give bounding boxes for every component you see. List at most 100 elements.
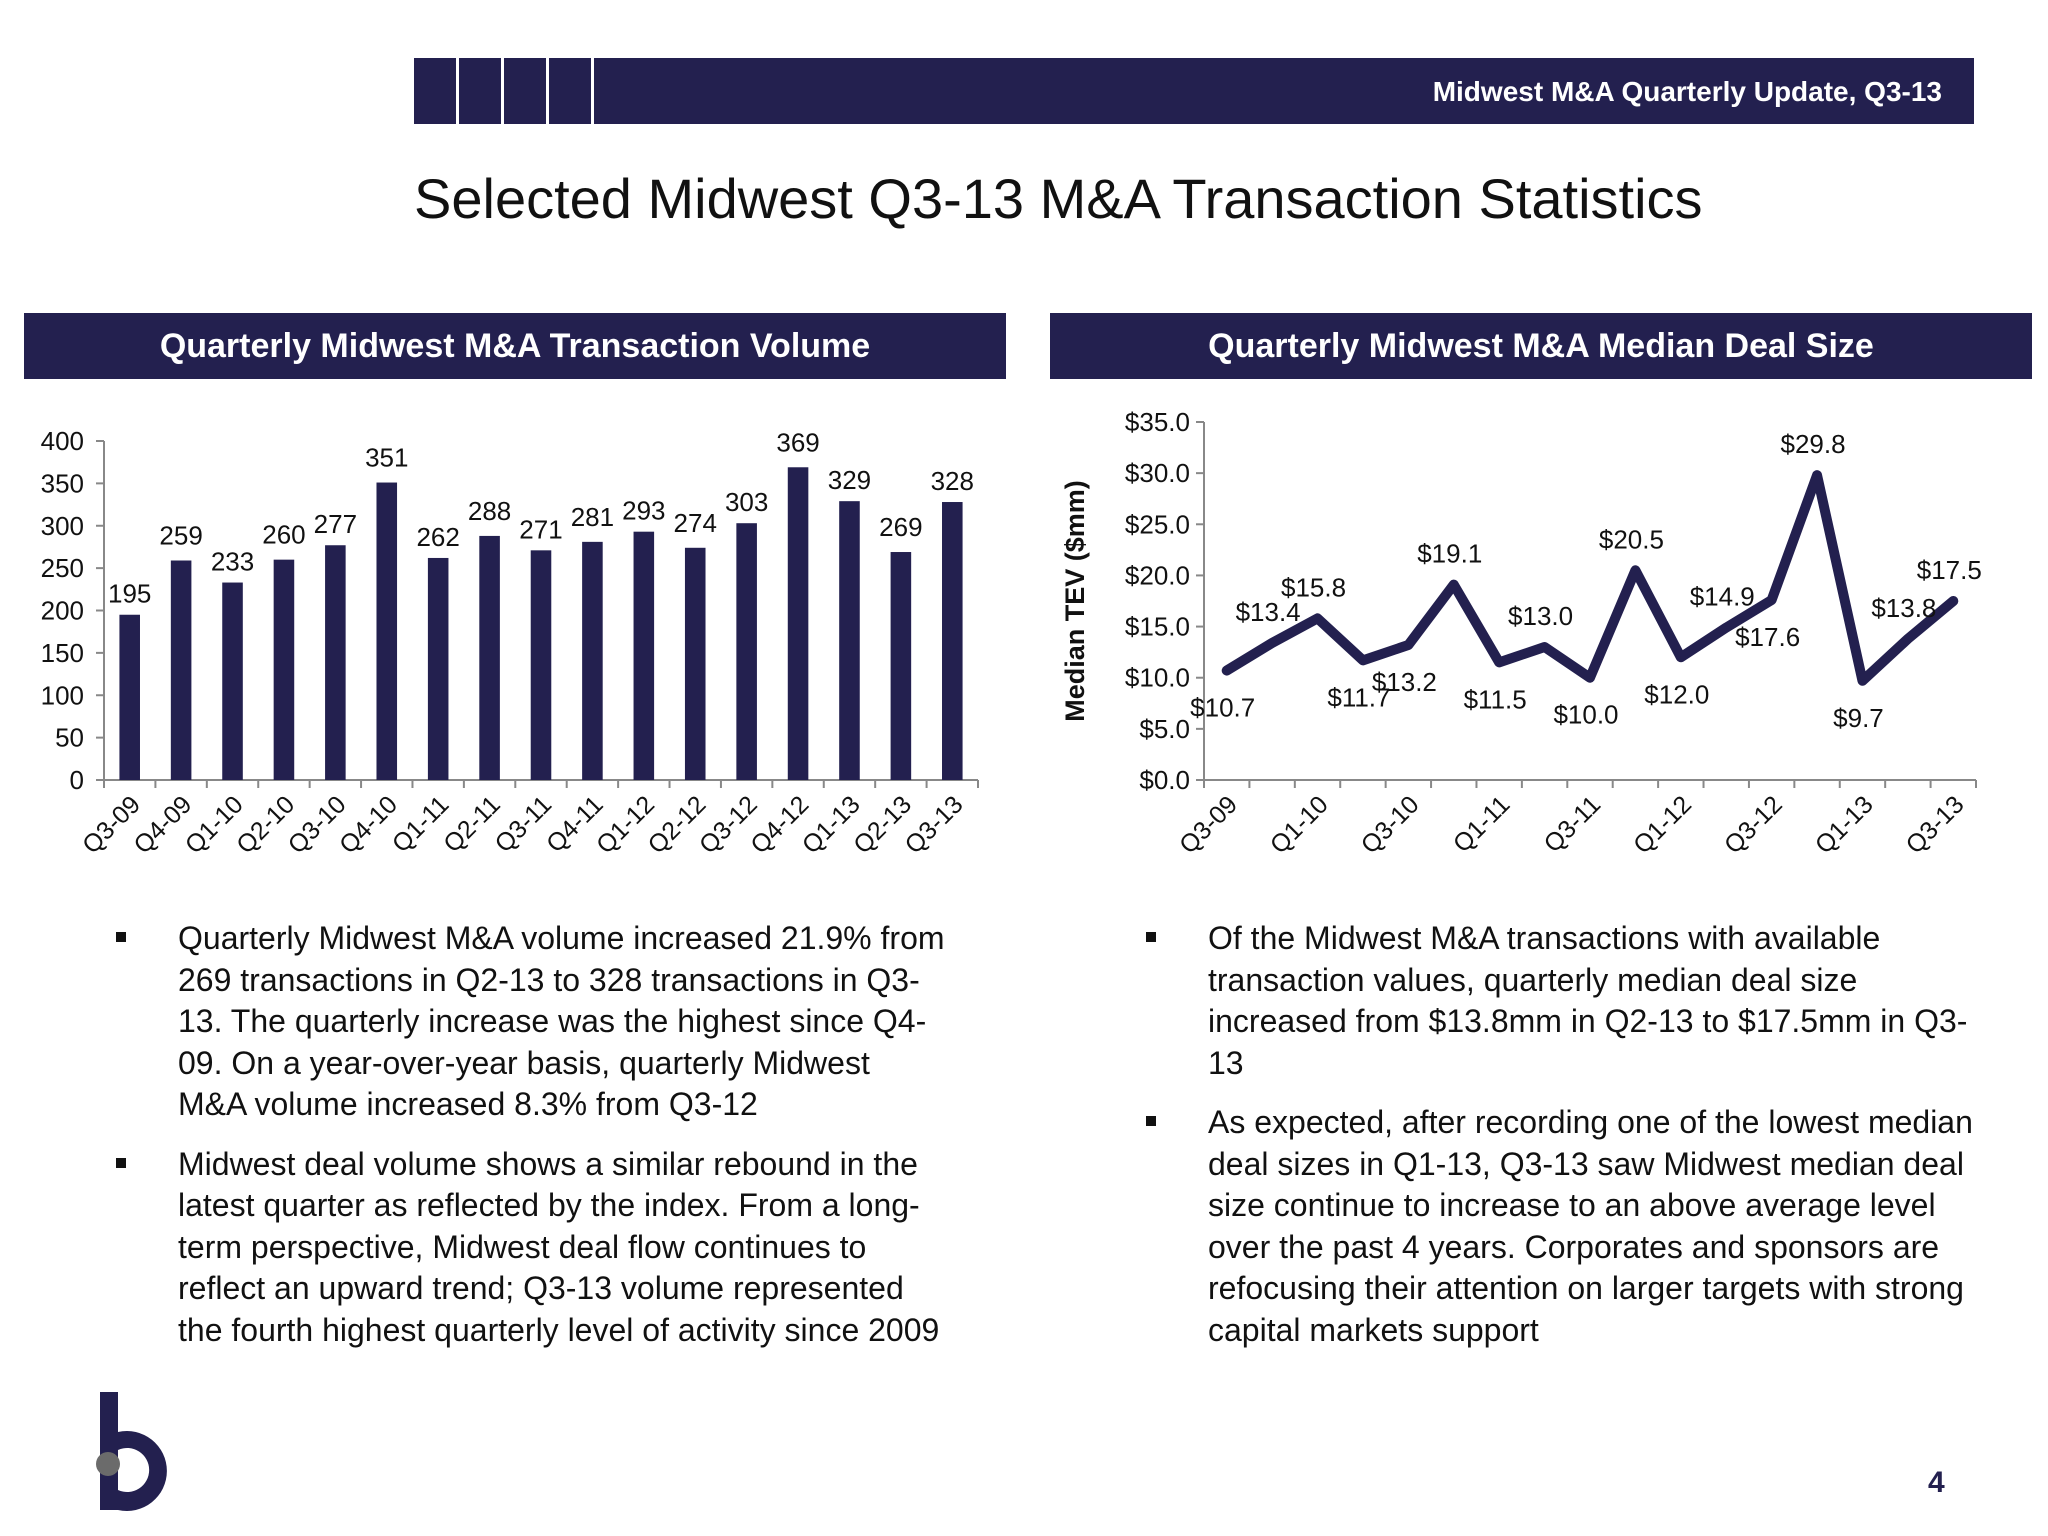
y-tick-label: 400: [41, 426, 84, 456]
x-tick-label: Q2-10: [231, 790, 300, 859]
data-point: [1861, 679, 1864, 682]
data-label: $17.5: [1917, 555, 1982, 585]
data-label: 351: [365, 443, 408, 473]
data-point: [1271, 641, 1274, 644]
x-tick-label: Q3-09: [77, 790, 146, 859]
y-tick-label: $20.0: [1125, 560, 1190, 590]
y-axis-label: Median TEV ($mm): [1060, 480, 1090, 722]
header-bar: Midwest M&A Quarterly Update, Q3-13: [414, 58, 1974, 124]
y-tick-label: 200: [41, 596, 84, 626]
data-label: 233: [211, 547, 254, 577]
bullet-item: Midwest deal volume shows a similar rebo…: [116, 1144, 946, 1352]
x-tick-label: Q2-13: [848, 790, 917, 859]
data-label: 281: [571, 502, 614, 532]
bar: [787, 467, 809, 780]
bar: [273, 559, 295, 780]
data-label: $13.0: [1508, 601, 1573, 631]
bullet-text: Midwest deal volume shows a similar rebo…: [178, 1145, 940, 1348]
y-tick-label: $10.0: [1125, 663, 1190, 693]
data-label: $14.9: [1690, 582, 1755, 612]
bullet-text: Of the Midwest M&A transactions with ava…: [1208, 920, 1968, 1081]
x-tick-label: Q2-11: [438, 790, 506, 858]
bar: [942, 502, 963, 780]
data-label: 277: [314, 509, 357, 539]
deal-size-commentary: Of the Midwest M&A transactions with ava…: [1146, 918, 1986, 1369]
y-tick-label: $15.0: [1125, 612, 1190, 642]
data-label: 271: [519, 514, 562, 544]
x-tick-label: Q1-11: [1448, 790, 1516, 858]
y-tick-label: 300: [41, 511, 84, 541]
x-tick-label: Q1-13: [797, 790, 866, 859]
y-tick-label: $30.0: [1125, 458, 1190, 488]
y-tick-label: $25.0: [1125, 509, 1190, 539]
header-divider: [501, 58, 504, 124]
deal-size-line-chart: $0.0 $5.0 $10.0 $15.0 $20.0 $25.0 $30.0 $35.0 Me…: [1060, 407, 1982, 859]
y-tick-label: 50: [55, 723, 84, 753]
bullet-item: Of the Midwest M&A transactions with ava…: [1146, 918, 1986, 1084]
data-label: $29.8: [1781, 429, 1846, 459]
data-point: [1407, 643, 1410, 646]
data-label: 328: [931, 466, 974, 496]
data-label: 288: [468, 496, 511, 526]
data-label: $13.8: [1871, 593, 1936, 623]
volume-commentary: Quarterly Midwest M&A volume increased 2…: [116, 918, 946, 1369]
x-tick-label: Q3-10: [1356, 790, 1425, 859]
b-logo-icon: [96, 1392, 167, 1511]
x-tick-label: Q4-10: [334, 790, 403, 859]
bullet-icon: [116, 932, 126, 942]
bar: [736, 523, 757, 780]
data-point: [1316, 617, 1319, 620]
x-tick-label: Q3-13: [1901, 790, 1970, 859]
data-label: $20.5: [1599, 524, 1664, 554]
data-label: $19.1: [1417, 539, 1482, 569]
data-label: 260: [262, 520, 305, 550]
bullet-icon: [1146, 1116, 1156, 1126]
data-point: [1498, 661, 1501, 664]
data-point: [1725, 626, 1728, 629]
x-tick-label: Q3-12: [1719, 790, 1788, 859]
data-label: 269: [879, 512, 922, 542]
data-label: 293: [622, 496, 665, 526]
x-tick-label: Q2-12: [643, 790, 712, 859]
bar: [839, 501, 860, 780]
data-label: 262: [416, 522, 459, 552]
data-label: $12.0: [1644, 679, 1709, 709]
x-tick-label: Q1-13: [1810, 790, 1879, 859]
data-label: 259: [159, 520, 202, 550]
data-label: 303: [725, 487, 768, 517]
bar: [222, 582, 243, 780]
data-point: [1589, 676, 1591, 679]
bar: [119, 614, 140, 780]
x-tick-label: Q3-11: [1539, 790, 1607, 858]
y-tick-label: 150: [41, 638, 84, 668]
bullet-item: Quarterly Midwest M&A volume increased 2…: [116, 918, 946, 1126]
x-tick-label: Q3-09: [1174, 790, 1243, 859]
volume-panel-title: Quarterly Midwest M&A Transaction Volume: [24, 313, 1006, 379]
x-tick-label: Q3-11: [490, 790, 558, 858]
x-tick-label: Q1-12: [1628, 790, 1697, 859]
header-divider: [456, 58, 459, 124]
data-label: $11.5: [1464, 684, 1527, 714]
data-label: 195: [108, 579, 151, 609]
y-tick-label: 0: [70, 765, 84, 795]
bar: [890, 552, 912, 780]
y-tick-label: $0.0: [1139, 765, 1190, 795]
x-tick-label: Q3-12: [694, 790, 763, 859]
y-tick-label: 100: [41, 680, 84, 710]
y-tick-label: 250: [41, 553, 84, 583]
bullet-icon: [1146, 932, 1156, 942]
data-point: [1543, 646, 1546, 649]
bullet-text: As expected, after recording one of the …: [1208, 1104, 1973, 1348]
header-divider: [591, 58, 594, 124]
data-point: [1361, 659, 1364, 662]
bar: [427, 557, 449, 780]
data-point: [1770, 598, 1773, 601]
page-number: 4: [1928, 1466, 1945, 1499]
data-label: $10.7: [1190, 693, 1255, 723]
data-label: $17.6: [1735, 622, 1800, 652]
y-tick-label: $5.0: [1139, 714, 1190, 744]
x-tick-label: Q4-12: [745, 790, 814, 859]
header-title: Midwest M&A Quarterly Update, Q3-13: [1432, 76, 1942, 107]
data-point: [1679, 656, 1682, 659]
x-tick-label: Q3-10: [283, 790, 352, 859]
